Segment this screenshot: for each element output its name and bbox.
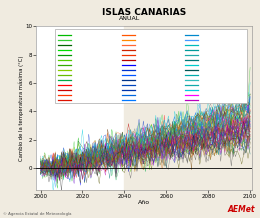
- Bar: [124, 26, 256, 190]
- Text: ANUAL: ANUAL: [119, 16, 141, 21]
- Text: AEMet: AEMet: [227, 205, 255, 214]
- Text: © Agencia Estatal de Meteorología: © Agencia Estatal de Meteorología: [3, 212, 71, 216]
- FancyBboxPatch shape: [55, 29, 247, 103]
- Title: ISLAS CANARIAS: ISLAS CANARIAS: [102, 8, 186, 17]
- X-axis label: Año: Año: [138, 200, 150, 205]
- Y-axis label: Cambio de la temperatura máxima (°C): Cambio de la temperatura máxima (°C): [18, 55, 24, 161]
